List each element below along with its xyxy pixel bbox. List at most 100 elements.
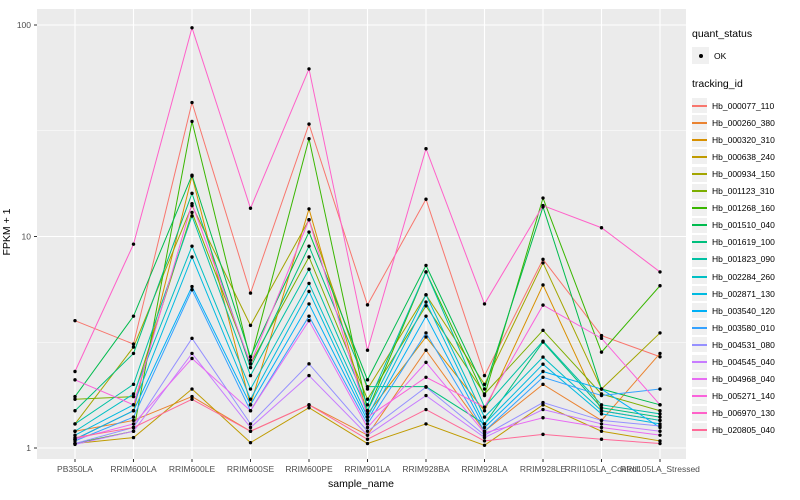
data-point bbox=[599, 437, 604, 441]
legend-entry-label: Hb_001123_310 bbox=[712, 186, 775, 197]
data-point bbox=[131, 429, 136, 433]
data-point bbox=[131, 422, 136, 426]
x-tick-label: RRIM600LA bbox=[110, 464, 157, 474]
legend-entry-label: Hb_000638_240 bbox=[712, 151, 775, 162]
x-tick-label: RRIM600PE bbox=[285, 464, 333, 474]
legend-entry-label: Hb_006970_130 bbox=[712, 408, 775, 419]
line-swatch-icon bbox=[692, 395, 707, 398]
x-axis-title: sample_name bbox=[328, 478, 394, 490]
data-point bbox=[365, 378, 370, 382]
data-point bbox=[131, 394, 136, 399]
data-point bbox=[248, 409, 253, 413]
data-point bbox=[190, 255, 194, 259]
data-point bbox=[248, 206, 253, 210]
data-point bbox=[482, 405, 487, 409]
data-point bbox=[541, 382, 545, 387]
point-icon bbox=[698, 53, 703, 58]
line-swatch-icon bbox=[692, 361, 707, 364]
data-point bbox=[365, 397, 370, 401]
data-point bbox=[248, 440, 253, 445]
data-point bbox=[190, 26, 194, 30]
data-point bbox=[599, 403, 604, 407]
data-point bbox=[424, 197, 428, 201]
legend-line-swatch bbox=[692, 183, 707, 199]
data-point bbox=[73, 394, 77, 399]
line-swatch-icon bbox=[692, 343, 707, 346]
data-point bbox=[190, 336, 194, 341]
data-point bbox=[248, 323, 253, 328]
legend-entry-label: Hb_004545_040 bbox=[712, 357, 775, 368]
line-swatch-icon bbox=[692, 173, 707, 176]
data-point bbox=[307, 67, 311, 71]
data-point bbox=[190, 100, 194, 105]
data-point bbox=[307, 122, 311, 126]
data-point bbox=[658, 424, 662, 428]
data-point bbox=[248, 362, 253, 366]
legend-line-swatch bbox=[692, 200, 707, 216]
legend-entry: Hb_001123_310 bbox=[692, 183, 798, 200]
data-point bbox=[658, 403, 662, 407]
x-tick-label: RRIM600SE bbox=[227, 464, 275, 474]
legend-line-swatch bbox=[692, 269, 707, 285]
legend-line-swatch bbox=[692, 422, 707, 438]
data-point bbox=[365, 425, 370, 430]
y-axis-title: FPKM + 1 bbox=[1, 208, 13, 256]
data-point bbox=[541, 432, 545, 437]
data-point bbox=[424, 300, 428, 304]
data-point bbox=[131, 418, 136, 423]
legend-entry-ok: OK bbox=[692, 47, 798, 65]
legend-line-swatch bbox=[692, 251, 707, 267]
data-point bbox=[482, 415, 487, 419]
data-point bbox=[541, 257, 545, 262]
line-swatch-icon bbox=[692, 190, 707, 193]
legend-entry: Hb_003580_010 bbox=[692, 319, 798, 336]
data-point bbox=[541, 196, 545, 200]
data-point bbox=[658, 433, 662, 437]
legend-entry-label: Hb_003580_010 bbox=[712, 322, 775, 333]
data-point bbox=[658, 331, 662, 335]
data-point bbox=[541, 283, 545, 287]
data-point bbox=[541, 375, 545, 379]
data-point bbox=[248, 387, 253, 391]
legend-entry: Hb_002871_130 bbox=[692, 285, 798, 302]
data-point bbox=[482, 387, 487, 391]
line-swatch-icon bbox=[692, 138, 707, 141]
data-point bbox=[658, 270, 662, 274]
legend-entry-label: Hb_003540_120 bbox=[712, 305, 775, 316]
legend-entry: Hb_002284_260 bbox=[692, 268, 798, 285]
data-point bbox=[365, 384, 370, 389]
data-point bbox=[365, 409, 370, 413]
data-point bbox=[131, 392, 136, 396]
data-point bbox=[658, 429, 662, 433]
legend-entry-label: Hb_001823_090 bbox=[712, 254, 775, 265]
data-point bbox=[131, 403, 136, 407]
data-point bbox=[541, 328, 545, 333]
legend-entry: Hb_005271_140 bbox=[692, 388, 798, 405]
data-point bbox=[73, 378, 77, 382]
data-point bbox=[190, 288, 194, 292]
data-point bbox=[248, 422, 253, 426]
data-point bbox=[541, 339, 545, 343]
data-point bbox=[424, 348, 428, 352]
data-point bbox=[658, 415, 662, 419]
data-point bbox=[307, 314, 311, 318]
data-point bbox=[599, 350, 604, 354]
legend-entry: Hb_004531_080 bbox=[692, 336, 798, 353]
data-point bbox=[541, 407, 545, 412]
data-point bbox=[248, 425, 253, 430]
data-point bbox=[541, 203, 545, 208]
line-swatch-icon bbox=[692, 309, 707, 312]
data-point bbox=[73, 369, 77, 374]
line-swatch-icon bbox=[692, 104, 707, 107]
data-point bbox=[599, 406, 604, 410]
x-tick-label: RRIM928LA bbox=[461, 464, 508, 474]
x-tick-label: RRII105LA_Control bbox=[565, 464, 639, 474]
data-point bbox=[424, 331, 428, 335]
legend-entry-label: Hb_004531_080 bbox=[712, 339, 775, 350]
data-point bbox=[424, 335, 428, 339]
legend-entry: Hb_000638_240 bbox=[692, 148, 798, 165]
data-point bbox=[599, 387, 604, 391]
data-point bbox=[482, 433, 487, 437]
data-point bbox=[307, 289, 311, 294]
data-point bbox=[599, 336, 604, 341]
